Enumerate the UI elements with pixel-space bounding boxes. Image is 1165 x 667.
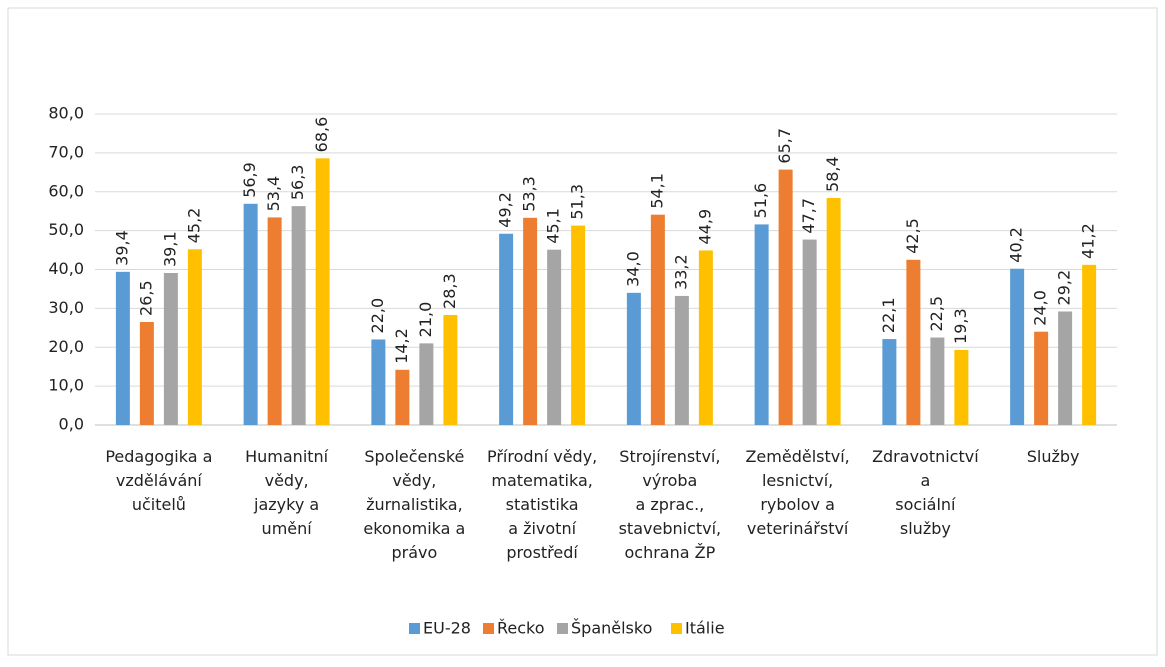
x-tick-label: Humanitní vědy, jazyky a umění — [245, 447, 329, 538]
y-tick-label: 70,0 — [48, 142, 84, 161]
bar — [571, 225, 586, 425]
bar — [267, 217, 282, 425]
y-tick-label: 20,0 — [48, 337, 84, 356]
legend-swatch — [557, 623, 568, 634]
bar — [499, 233, 514, 425]
x-tick-label: Společenské vědy, žurnalistika, ekonomika a… — [363, 447, 465, 562]
bar — [802, 239, 817, 425]
x-tick-label: Strojírenství, výroba a zprac., stavebnictv… — [619, 447, 722, 562]
data-label: 19,3 — [951, 308, 970, 344]
data-label: 58,4 — [823, 156, 842, 192]
bar — [443, 314, 458, 425]
bar — [674, 295, 689, 425]
data-label: 45,2 — [184, 208, 203, 244]
data-label: 68,6 — [312, 117, 331, 153]
legend-swatch — [483, 623, 494, 634]
bar — [1058, 311, 1073, 425]
y-tick-label: 80,0 — [48, 104, 84, 123]
data-label: 22,0 — [368, 298, 387, 334]
legend-label: EU-28 — [423, 619, 471, 638]
data-label: 41,2 — [1079, 223, 1098, 259]
bar — [315, 158, 330, 425]
data-label: 34,0 — [623, 251, 642, 287]
bar — [1082, 264, 1097, 425]
legend-swatch — [671, 623, 682, 634]
bar — [523, 217, 538, 425]
legend-label: Řecko — [497, 619, 545, 638]
data-label: 47,7 — [799, 198, 818, 234]
data-label: 65,7 — [775, 128, 794, 164]
bar — [419, 343, 434, 425]
legend-label: Španělsko — [571, 619, 652, 638]
x-tick-label: Přírodní vědy, matematika, statistika a živ… — [487, 447, 597, 562]
data-label: 39,1 — [160, 231, 179, 267]
data-label: 33,2 — [671, 254, 690, 290]
bar — [291, 206, 306, 425]
data-label: 51,6 — [751, 183, 770, 219]
data-label: 24,0 — [1031, 290, 1050, 326]
bar — [778, 169, 793, 425]
bar — [906, 259, 921, 425]
data-label: 26,5 — [136, 280, 155, 316]
bar — [547, 249, 562, 425]
data-label: 53,3 — [520, 176, 539, 212]
y-tick-label: 40,0 — [48, 259, 84, 278]
y-tick-label: 60,0 — [48, 181, 84, 200]
x-tick-label: Zemědělství, lesnictví, rybolov a veterinář… — [745, 447, 849, 538]
x-tick-label: Pedagogika a vzdělávání učitelů — [105, 447, 212, 514]
bar — [1010, 268, 1025, 425]
data-label: 39,4 — [112, 230, 131, 266]
x-tick-label: Služby — [1027, 447, 1080, 466]
data-label: 29,2 — [1055, 270, 1074, 306]
bar — [698, 250, 713, 425]
bar — [187, 249, 202, 425]
x-tick-label: Zdravotnictví a sociální služby — [872, 447, 979, 538]
bar — [882, 339, 897, 425]
data-label: 56,9 — [240, 162, 259, 198]
y-tick-label: 0,0 — [59, 415, 84, 434]
bar — [754, 224, 769, 425]
bar — [954, 349, 969, 425]
data-label: 53,4 — [264, 176, 283, 212]
bar — [1034, 331, 1049, 425]
data-label: 28,3 — [440, 273, 459, 309]
data-label: 42,5 — [903, 218, 922, 254]
data-label: 49,2 — [496, 192, 515, 228]
data-label: 22,5 — [927, 296, 946, 332]
y-tick-label: 50,0 — [48, 220, 84, 239]
bar — [163, 272, 178, 425]
bar — [826, 197, 841, 425]
bar — [650, 214, 665, 425]
data-label: 56,3 — [288, 165, 307, 201]
legend-swatch — [409, 623, 420, 634]
y-tick-label: 30,0 — [48, 298, 84, 317]
y-tick-label: 10,0 — [48, 376, 84, 395]
bar — [371, 339, 386, 425]
data-label: 44,9 — [695, 209, 714, 245]
bar — [243, 203, 258, 425]
data-label: 21,0 — [416, 302, 435, 338]
data-label: 54,1 — [647, 173, 666, 209]
data-label: 51,3 — [568, 184, 587, 220]
data-label: 14,2 — [392, 328, 411, 364]
data-label: 45,1 — [544, 208, 563, 244]
legend-label: Itálie — [685, 619, 725, 638]
data-label: 22,1 — [879, 297, 898, 333]
bar — [626, 292, 641, 425]
bar — [930, 337, 945, 425]
data-label: 40,2 — [1007, 227, 1026, 263]
bar — [115, 271, 130, 425]
bar — [395, 369, 410, 425]
bar — [139, 321, 154, 425]
